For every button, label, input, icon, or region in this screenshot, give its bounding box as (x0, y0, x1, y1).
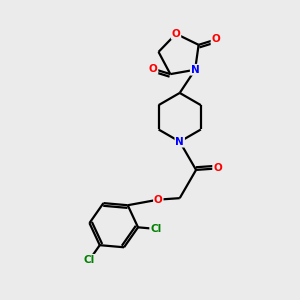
Text: O: O (213, 164, 222, 173)
Text: O: O (212, 34, 220, 44)
Text: O: O (154, 195, 163, 205)
Text: N: N (175, 137, 184, 147)
Text: Cl: Cl (84, 255, 95, 265)
Text: N: N (191, 65, 200, 75)
Text: O: O (149, 64, 158, 74)
Text: O: O (172, 29, 180, 39)
Text: Cl: Cl (150, 224, 161, 234)
